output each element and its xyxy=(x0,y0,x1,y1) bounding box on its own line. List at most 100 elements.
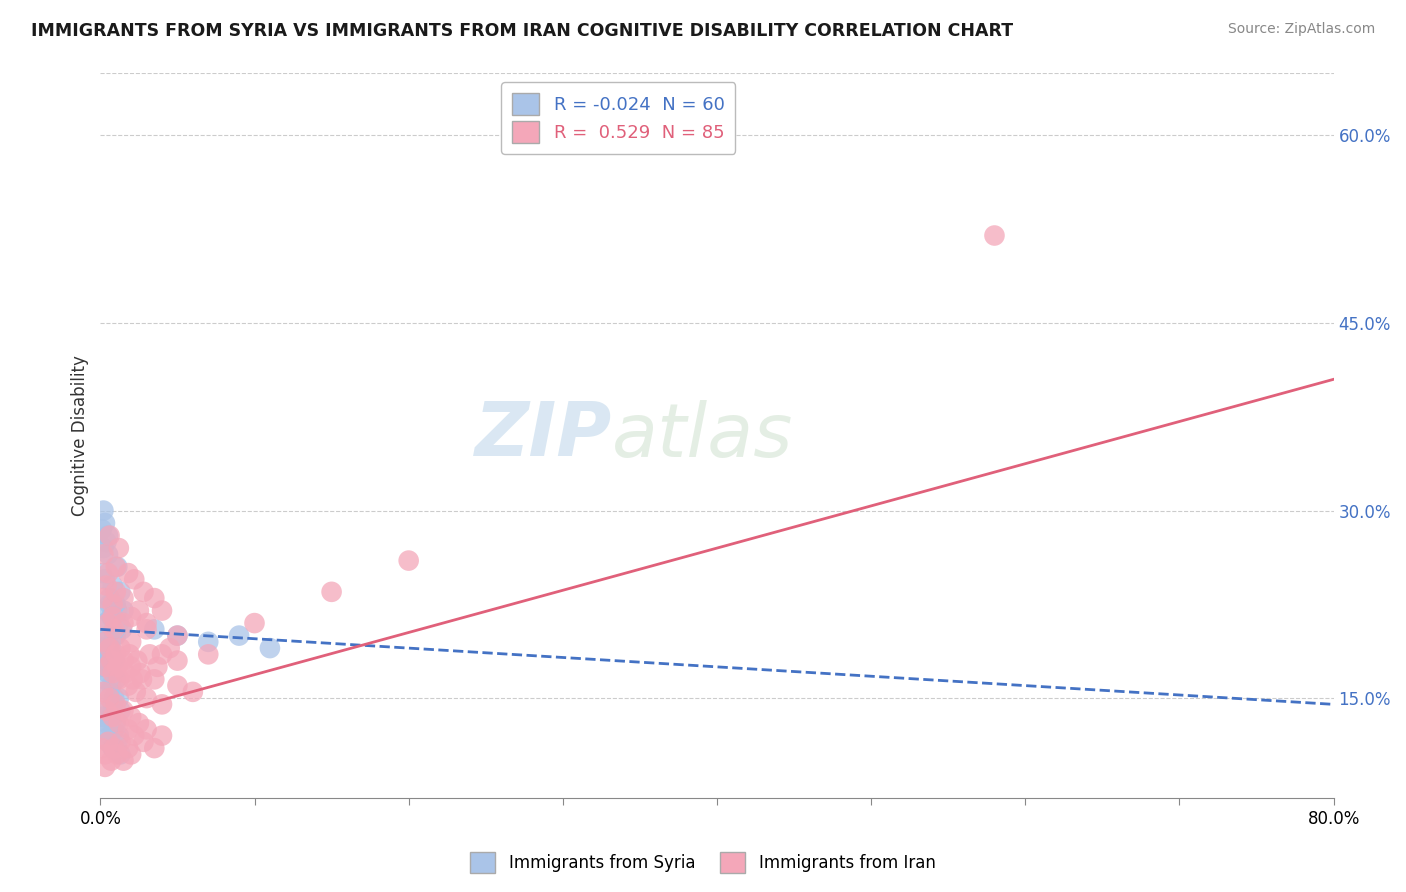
Point xyxy=(983,228,1005,243)
Point xyxy=(97,735,120,749)
Point xyxy=(111,623,134,637)
Point xyxy=(93,503,115,517)
Point xyxy=(128,716,150,731)
Point xyxy=(104,698,127,712)
Point xyxy=(97,547,120,561)
Legend: Immigrants from Syria, Immigrants from Iran: Immigrants from Syria, Immigrants from I… xyxy=(464,846,942,880)
Point xyxy=(143,591,166,606)
Point xyxy=(112,591,135,606)
Point xyxy=(103,723,125,737)
Point xyxy=(100,710,122,724)
Point xyxy=(96,578,118,592)
Point xyxy=(101,710,124,724)
Point xyxy=(90,522,112,536)
Point xyxy=(129,666,152,681)
Point xyxy=(117,566,139,580)
Point xyxy=(135,623,157,637)
Point xyxy=(101,598,124,612)
Point xyxy=(135,616,157,631)
Point xyxy=(110,584,132,599)
Point xyxy=(96,716,118,731)
Point xyxy=(101,610,124,624)
Point xyxy=(150,729,173,743)
Point xyxy=(104,673,127,687)
Point xyxy=(97,735,120,749)
Point xyxy=(98,685,121,699)
Text: ZIP: ZIP xyxy=(475,399,612,472)
Point xyxy=(228,629,250,643)
Point xyxy=(101,578,124,592)
Point xyxy=(104,629,127,643)
Point xyxy=(98,641,121,656)
Point xyxy=(96,604,118,618)
Point xyxy=(104,598,127,612)
Point xyxy=(93,641,115,656)
Point xyxy=(103,741,125,756)
Point xyxy=(110,704,132,718)
Point xyxy=(94,698,117,712)
Point xyxy=(98,598,121,612)
Point xyxy=(94,747,117,762)
Point xyxy=(112,616,135,631)
Point xyxy=(120,710,142,724)
Point xyxy=(150,648,173,662)
Point xyxy=(166,629,188,643)
Point xyxy=(105,735,128,749)
Point xyxy=(100,654,122,668)
Point xyxy=(105,660,128,674)
Point xyxy=(101,666,124,681)
Point xyxy=(97,566,120,580)
Legend: R = -0.024  N = 60, R =  0.529  N = 85: R = -0.024 N = 60, R = 0.529 N = 85 xyxy=(502,82,735,154)
Point xyxy=(108,541,131,555)
Point xyxy=(108,673,131,687)
Point xyxy=(93,547,115,561)
Point xyxy=(104,559,127,574)
Point xyxy=(101,698,124,712)
Point xyxy=(112,654,135,668)
Point xyxy=(146,660,169,674)
Point xyxy=(94,760,117,774)
Point xyxy=(90,566,112,580)
Point xyxy=(132,735,155,749)
Point xyxy=(150,604,173,618)
Point xyxy=(110,735,132,749)
Point xyxy=(112,704,135,718)
Point xyxy=(97,528,120,542)
Point xyxy=(100,641,122,656)
Point xyxy=(125,685,148,699)
Point xyxy=(103,654,125,668)
Point xyxy=(181,685,204,699)
Point xyxy=(135,723,157,737)
Point xyxy=(98,691,121,706)
Point xyxy=(90,660,112,674)
Point xyxy=(117,723,139,737)
Point xyxy=(100,679,122,693)
Point xyxy=(101,610,124,624)
Point xyxy=(131,673,153,687)
Point xyxy=(132,584,155,599)
Point xyxy=(108,729,131,743)
Point xyxy=(122,572,145,586)
Point xyxy=(143,741,166,756)
Point xyxy=(117,741,139,756)
Y-axis label: Cognitive Disability: Cognitive Disability xyxy=(72,355,89,516)
Point xyxy=(96,534,118,549)
Point xyxy=(112,754,135,768)
Point xyxy=(108,616,131,631)
Point xyxy=(105,559,128,574)
Point xyxy=(112,604,135,618)
Point xyxy=(259,641,281,656)
Point xyxy=(90,741,112,756)
Point xyxy=(135,691,157,706)
Point xyxy=(93,635,115,649)
Point xyxy=(398,553,420,567)
Point xyxy=(120,660,142,674)
Text: atlas: atlas xyxy=(612,400,793,472)
Point xyxy=(93,541,115,555)
Point xyxy=(90,710,112,724)
Point xyxy=(127,654,149,668)
Point xyxy=(105,747,128,762)
Point xyxy=(166,679,188,693)
Point xyxy=(101,741,124,756)
Point xyxy=(97,666,120,681)
